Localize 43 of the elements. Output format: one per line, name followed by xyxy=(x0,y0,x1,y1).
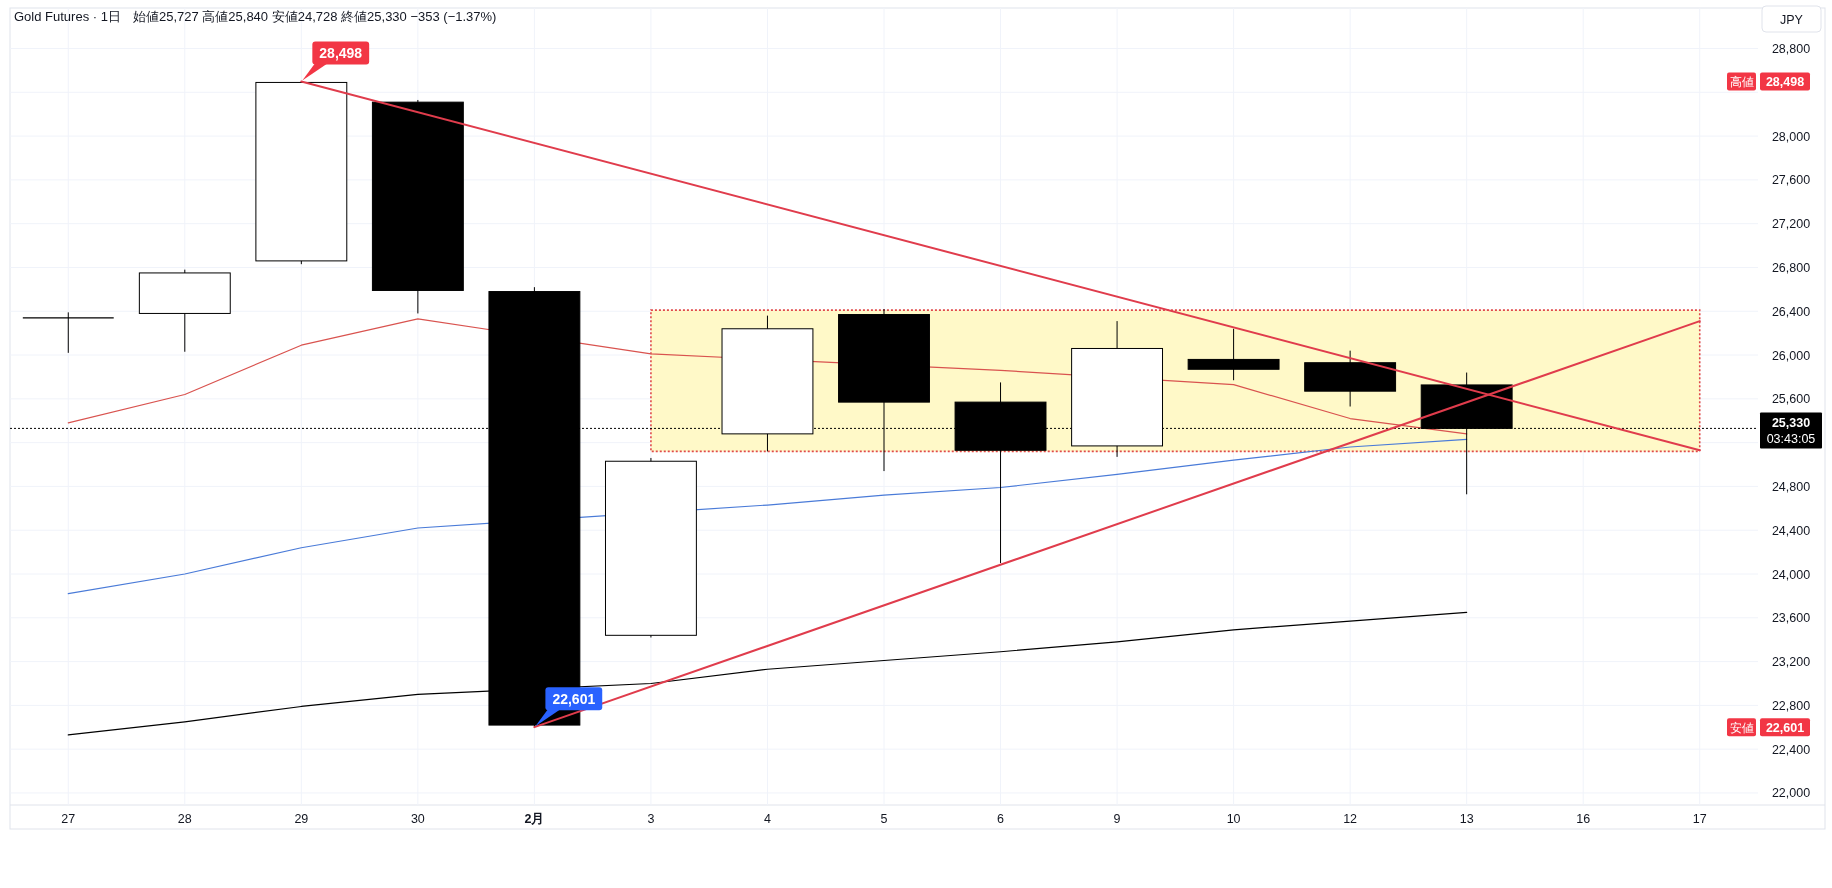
ref-line-label: 25,330 03:43:05 xyxy=(1766,415,1816,446)
x-tick-label: 28 xyxy=(177,812,192,826)
x-tick-label: 12 xyxy=(1343,812,1358,826)
y-tick-label: 26,800 xyxy=(1771,260,1811,275)
y-tick-label: 22,400 xyxy=(1771,742,1811,757)
x-tick-label: 9 xyxy=(1113,812,1121,826)
x-tick-label: 13 xyxy=(1459,812,1474,826)
chart-subtitle: 始値25,727 高値25,840 安値24,728 終値25,330 −353 (−1.37%) xyxy=(132,9,497,24)
y-tick-label: 22,000 xyxy=(1771,786,1811,801)
y-tick-label: 23,200 xyxy=(1771,655,1811,670)
x-tick-label: 5 xyxy=(880,812,888,826)
price-tag: 25,330 03:43:05 xyxy=(1760,412,1822,449)
annotation: 22,601 xyxy=(552,690,596,707)
x-tick-label: 3 xyxy=(647,812,655,826)
x-tick-label: 2月 xyxy=(524,812,545,826)
y-tick-label: 26,000 xyxy=(1771,348,1811,363)
x-tick-label: 27 xyxy=(61,812,76,826)
y-tick-label: 25,600 xyxy=(1771,392,1811,407)
y-tick-label: 28,000 xyxy=(1771,129,1811,144)
x-tick-label: 4 xyxy=(763,812,771,826)
callout: 28,498 xyxy=(302,41,370,81)
y-tick-label: 28,800 xyxy=(1771,42,1811,57)
y-tick-label: 24,400 xyxy=(1771,523,1811,538)
x-tick-label: 10 xyxy=(1226,812,1241,826)
annotation: 安値 xyxy=(1729,720,1754,735)
y-tick-label: 27,600 xyxy=(1771,173,1811,188)
callout: 22,601 xyxy=(535,687,603,727)
y-tick-label: 24,000 xyxy=(1771,567,1811,582)
x-tick-label: 6 xyxy=(997,812,1005,826)
y-tick-label: 24,800 xyxy=(1771,479,1811,494)
y-tick-label: 27,200 xyxy=(1771,217,1811,232)
chart-title: Gold Futures · 1日 xyxy=(14,9,121,24)
y-tick-label: 23,600 xyxy=(1771,611,1811,626)
annotation: 高値 xyxy=(1729,75,1754,90)
x-tick-label: 17 xyxy=(1692,812,1707,826)
annotation: 28,498 xyxy=(319,45,363,62)
y-axis-title: JPY xyxy=(1780,12,1804,27)
x-tick-label: 16 xyxy=(1576,812,1591,826)
ylabel: JPY xyxy=(1761,5,1822,33)
x-tick-label: 30 xyxy=(410,812,425,826)
x-tick-label: 29 xyxy=(294,812,309,826)
y-tick-label: 26,400 xyxy=(1771,304,1811,319)
y-tick-label: 22,800 xyxy=(1771,698,1811,713)
